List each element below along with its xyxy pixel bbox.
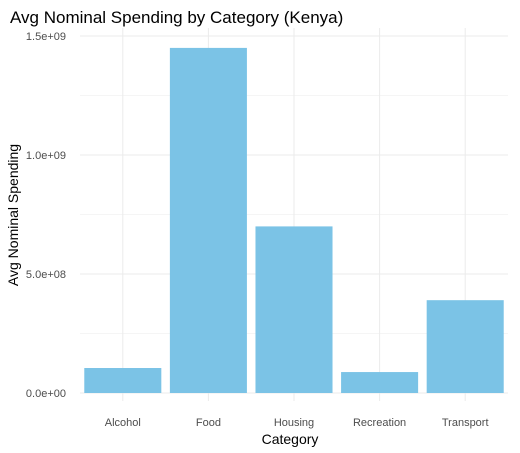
chart-title: Avg Nominal Spending by Category (Kenya) (10, 8, 343, 27)
bar-alcohol (84, 368, 162, 393)
y-axis-title: Avg Nominal Spending (5, 144, 21, 286)
y-tick-label: 1.0e+09 (26, 150, 66, 162)
x-tick-label: Alcohol (105, 417, 141, 429)
y-axis-ticks: 0.0e+00 5.0e+08 1.0e+09 1.5e+09 (26, 31, 66, 400)
x-axis-ticks: Alcohol Food Housing Recreation Transport (105, 417, 489, 429)
bars (84, 47, 504, 394)
x-tick-label: Housing (274, 417, 314, 429)
bar-transport (426, 300, 504, 393)
bar-recreation (341, 372, 419, 393)
x-tick-label: Food (196, 417, 221, 429)
x-tick-label: Recreation (353, 417, 406, 429)
bar-housing (255, 226, 333, 393)
x-axis-title: Category (262, 431, 319, 447)
y-tick-label: 0.0e+00 (26, 388, 66, 400)
y-tick-label: 5.0e+08 (26, 269, 66, 281)
x-tick-label: Transport (442, 417, 489, 429)
bar-food (169, 47, 247, 394)
y-tick-label: 1.5e+09 (26, 31, 66, 43)
